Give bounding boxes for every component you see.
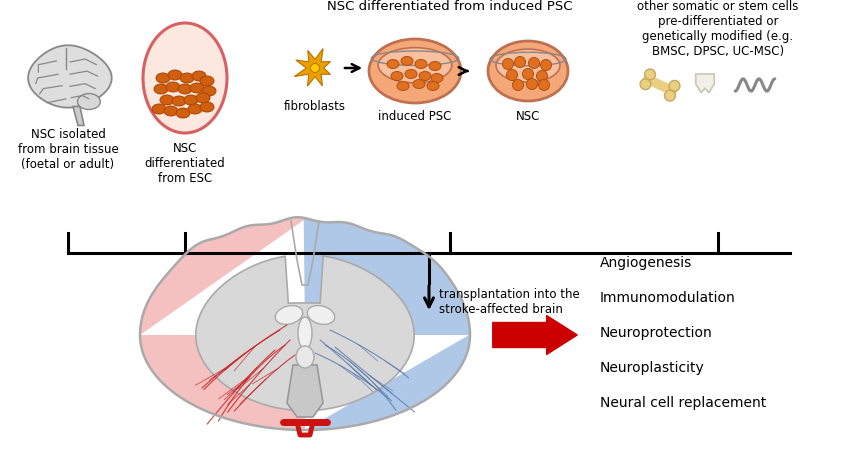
Ellipse shape [308,306,335,324]
Text: other somatic or stem cells
pre-differentiated or
genetically modified (e.g.
BMS: other somatic or stem cells pre-differen… [638,0,799,58]
Ellipse shape [200,76,214,86]
Ellipse shape [415,59,427,68]
Polygon shape [196,256,414,411]
Ellipse shape [168,70,182,80]
FancyArrowPatch shape [493,316,577,354]
Ellipse shape [405,69,417,78]
Ellipse shape [164,106,178,116]
Ellipse shape [496,49,560,82]
Ellipse shape [296,346,314,368]
Ellipse shape [391,72,403,81]
Text: transplantation into the
stroke-affected brain: transplantation into the stroke-affected… [439,288,580,316]
Text: induced PSC: induced PSC [378,110,451,123]
Ellipse shape [184,95,198,105]
Circle shape [523,68,534,79]
Ellipse shape [192,71,206,81]
Circle shape [644,69,655,80]
Ellipse shape [172,96,186,106]
Circle shape [665,90,676,101]
Ellipse shape [200,102,214,112]
Circle shape [526,78,537,90]
Text: Immunomodulation: Immunomodulation [600,291,736,305]
Polygon shape [294,48,331,86]
Ellipse shape [378,48,452,83]
Ellipse shape [196,93,210,103]
Text: NSC isolated
from brain tissue
(foetal or adult): NSC isolated from brain tissue (foetal o… [18,128,118,171]
Circle shape [507,69,518,81]
Ellipse shape [419,72,431,81]
Ellipse shape [178,84,192,94]
Text: NSC differentiated from induced PSC: NSC differentiated from induced PSC [327,0,573,13]
Polygon shape [140,217,306,430]
Ellipse shape [154,84,168,94]
Circle shape [310,63,320,72]
Circle shape [541,59,552,71]
Circle shape [669,81,680,91]
Ellipse shape [298,317,312,349]
Ellipse shape [413,79,425,88]
Ellipse shape [160,95,174,105]
Ellipse shape [387,59,399,68]
Ellipse shape [190,83,204,93]
Text: NSC
differentiated
from ESC: NSC differentiated from ESC [144,142,225,185]
Text: Neural cell replacement: Neural cell replacement [600,396,766,410]
Circle shape [539,79,549,91]
Ellipse shape [143,23,227,133]
Ellipse shape [488,41,568,101]
Circle shape [514,57,525,67]
Polygon shape [287,365,323,417]
Ellipse shape [429,62,441,71]
Ellipse shape [401,57,413,66]
Ellipse shape [176,108,190,118]
Ellipse shape [431,73,443,82]
Ellipse shape [188,104,202,114]
Text: NSC: NSC [516,110,541,123]
Ellipse shape [427,82,439,91]
Ellipse shape [369,39,461,103]
Ellipse shape [150,45,221,92]
Circle shape [513,79,524,91]
Polygon shape [28,45,111,108]
Ellipse shape [397,82,409,91]
Polygon shape [696,74,714,93]
Polygon shape [303,218,470,430]
Text: Neuroprotection: Neuroprotection [600,326,713,340]
Polygon shape [73,106,84,125]
Circle shape [529,58,540,68]
Ellipse shape [166,82,180,92]
Ellipse shape [275,306,303,324]
Ellipse shape [77,94,100,110]
Ellipse shape [156,73,170,83]
Ellipse shape [152,104,166,114]
Text: Neuroplasticity: Neuroplasticity [600,361,705,375]
Circle shape [536,71,547,82]
Text: fibroblasts: fibroblasts [284,100,346,113]
Circle shape [502,58,513,69]
Text: Angiogenesis: Angiogenesis [600,256,692,270]
Ellipse shape [180,73,194,83]
Ellipse shape [202,86,216,96]
Circle shape [640,79,651,90]
